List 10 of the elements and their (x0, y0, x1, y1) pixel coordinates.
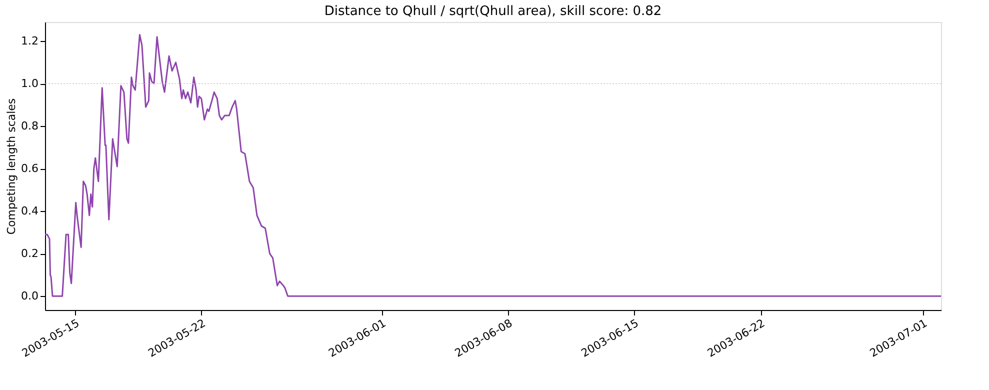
y-tick-label: 1.2 (21, 34, 38, 48)
y-tick-label: 0.2 (21, 247, 38, 260)
chart-title: Distance to Qhull / sqrt(Qhull area), skill score: 0.82 (324, 4, 662, 19)
y-tick-label: 0.4 (21, 204, 38, 218)
y-tick-label: 0.0 (21, 290, 38, 303)
line-series (44, 34, 942, 297)
y-tick-label: 1.0 (21, 77, 38, 90)
y-tick-label: 0.6 (21, 162, 38, 176)
y-tick-label: 0.8 (21, 120, 38, 133)
y-axis-title: Competing length scales (5, 98, 18, 235)
